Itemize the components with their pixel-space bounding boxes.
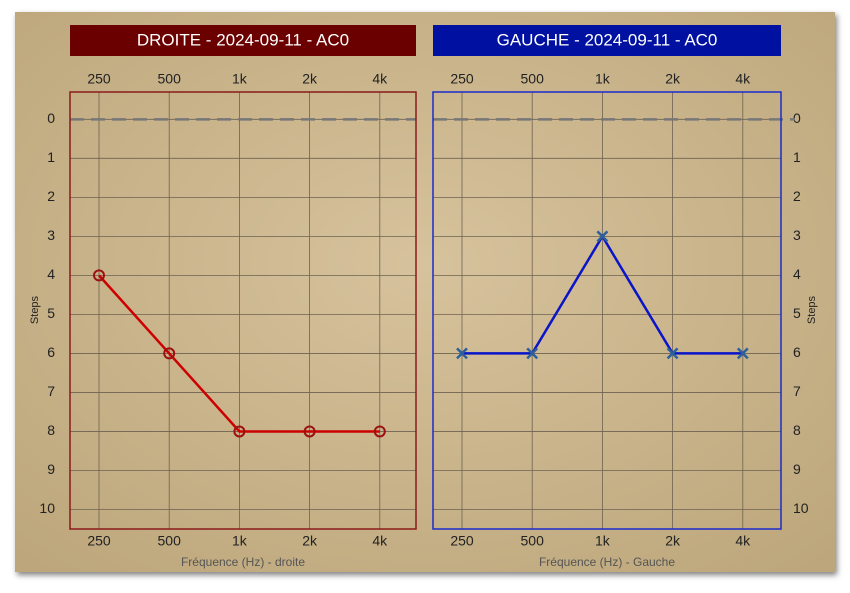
- x-tick-label: 250: [450, 71, 474, 87]
- x-axis-label: Fréquence (Hz) - Gauche: [539, 555, 675, 569]
- y-tick-label: 0: [47, 110, 55, 126]
- x-axis-label: Fréquence (Hz) - droite: [181, 555, 305, 569]
- chart-title: GAUCHE - 2024-09-11 - AC0: [497, 30, 718, 49]
- y-tick-label: 8: [793, 422, 801, 438]
- x-tick-label: 1k: [232, 71, 248, 87]
- x-tick-label: 500: [521, 71, 545, 87]
- y-tick-label: 3: [793, 227, 801, 243]
- series-line: [98, 274, 380, 433]
- y-tick-label: 10: [793, 500, 809, 516]
- y-tick-label: 6: [793, 344, 801, 360]
- data-point: [526, 347, 539, 360]
- x-tick-label: 4k: [735, 71, 751, 87]
- x-tick-label: 1k: [232, 533, 248, 549]
- y-tick-label: 3: [47, 227, 55, 243]
- y-tick-label: 5: [47, 305, 55, 321]
- y-tick-label: 6: [47, 344, 55, 360]
- title-bar: [70, 25, 416, 56]
- data-point: [666, 347, 679, 360]
- x-tick-label: 500: [158, 71, 182, 87]
- x-tick-label: 500: [158, 533, 182, 549]
- y-tick-label: 9: [793, 461, 801, 477]
- x-tick-label: 2k: [665, 71, 681, 87]
- x-tick-label: 2k: [302, 71, 318, 87]
- x-tick-label: 4k: [372, 71, 388, 87]
- y-tick-label: 1: [793, 149, 801, 165]
- y-tick-label: 1: [47, 149, 55, 165]
- data-point: [163, 347, 176, 360]
- x-tick-label: 250: [450, 533, 474, 549]
- x-tick-label: 4k: [735, 533, 751, 549]
- x-tick-label: 250: [87, 71, 111, 87]
- y-tick-label: 7: [793, 383, 801, 399]
- title-bar: [433, 25, 781, 56]
- y-tick-label: 5: [793, 305, 801, 321]
- x-tick-label: 4k: [372, 533, 388, 549]
- data-point: [736, 347, 749, 360]
- plot-frame: [69, 91, 417, 530]
- x-tick-label: 1k: [595, 533, 611, 549]
- data-point: [456, 347, 468, 360]
- data-point: [303, 425, 316, 438]
- y-tick-label: 0: [793, 110, 801, 126]
- x-tick-label: 2k: [302, 533, 318, 549]
- data-point: [596, 230, 609, 243]
- plot-frame: [432, 91, 782, 530]
- y-tick-label: 7: [47, 383, 55, 399]
- y-tick-label: 9: [47, 461, 55, 477]
- x-tick-label: 250: [87, 533, 111, 549]
- y-tick-label: 2: [47, 188, 55, 204]
- x-tick-label: 500: [521, 533, 545, 549]
- y-tick-label: 10: [39, 500, 55, 516]
- data-point: [93, 269, 105, 282]
- y-axis-label: Steps: [29, 295, 41, 324]
- data-point: [233, 425, 246, 438]
- panel: [15, 12, 835, 572]
- data-point: [373, 425, 386, 438]
- x-tick-label: 2k: [665, 533, 681, 549]
- y-tick-label: 4: [47, 266, 55, 282]
- y-tick-label: 4: [793, 266, 801, 282]
- x-tick-label: 1k: [595, 71, 611, 87]
- chart-title: DROITE - 2024-09-11 - AC0: [137, 30, 349, 49]
- y-axis-label: Steps: [806, 295, 818, 324]
- y-tick-label: 2: [793, 188, 801, 204]
- y-tick-label: 8: [47, 422, 55, 438]
